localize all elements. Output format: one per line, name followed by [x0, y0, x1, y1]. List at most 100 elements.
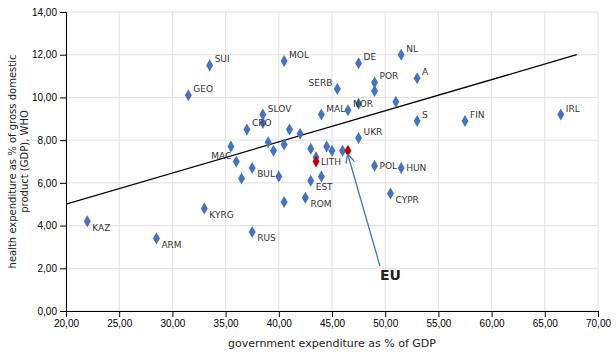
point-label: NL: [406, 44, 418, 54]
tick-label: 55,00: [426, 318, 451, 329]
point: [265, 136, 272, 148]
tick-label: 4,00: [38, 220, 58, 231]
tick: 2,00: [38, 263, 66, 274]
point: [302, 192, 309, 204]
tick: 50,00: [373, 311, 398, 329]
point: [153, 232, 160, 244]
chart: 20,00 25,00 30,00 35,00 40,00 45,00 50,00 55,00…: [0, 0, 616, 355]
point-label: SUI: [215, 54, 230, 64]
tick-mark: [226, 311, 227, 317]
tick: 0,00: [38, 306, 66, 317]
point: [392, 96, 399, 108]
point-label: KAZ: [92, 223, 110, 233]
tick: 35,00: [214, 311, 239, 329]
x-axis: 20,00 25,00 30,00 35,00 40,00 45,00 50,00 55,00…: [54, 311, 611, 329]
tick-label: 65,00: [533, 318, 558, 329]
point: [238, 173, 245, 185]
grid-line: [544, 12, 545, 311]
point-label: FIN: [470, 110, 485, 120]
tick-mark: [60, 226, 66, 227]
point: [344, 104, 351, 116]
point: [355, 57, 362, 69]
tick-mark: [60, 183, 66, 184]
tick-label: 6,00: [38, 178, 58, 189]
tick-mark: [60, 268, 66, 269]
tick: 8,00: [38, 135, 66, 146]
point: [387, 188, 394, 200]
tick-mark: [492, 311, 493, 317]
point-label: ARM: [161, 240, 181, 250]
point: [281, 55, 288, 67]
tick-label: 30,00: [160, 318, 185, 329]
tick: 6,00: [38, 178, 66, 189]
point: [307, 175, 314, 187]
point-label: MAC: [211, 151, 231, 161]
tick: 14,00: [32, 7, 66, 18]
y-axis-title-line: health expenditure as % of gross domesti…: [7, 55, 18, 269]
point: [355, 132, 362, 144]
grid-line: [66, 225, 598, 226]
point: [398, 49, 405, 61]
point-label: S: [422, 110, 428, 120]
tick: 60,00: [480, 311, 505, 329]
tick-label: 35,00: [214, 318, 239, 329]
tick-label: 0,00: [38, 306, 58, 317]
point: [414, 115, 421, 127]
point-label: SLOV: [268, 104, 292, 114]
y-axis-title: health expenditure as % of gross domesti…: [7, 55, 30, 269]
point: [557, 108, 564, 120]
annotations: EU: [348, 155, 401, 283]
point-label: A: [422, 67, 429, 77]
point-label: CRO: [252, 118, 272, 128]
point: [249, 162, 256, 174]
tick-label: 14,00: [32, 7, 57, 18]
point: [398, 162, 405, 174]
point-label: MOL: [289, 50, 309, 60]
tick-label: 20,00: [54, 318, 79, 329]
point-label: IRL: [566, 104, 580, 114]
axis-line: [67, 312, 599, 318]
tick-mark: [332, 311, 333, 317]
tick-label: 50,00: [373, 318, 398, 329]
tick-mark: [438, 311, 439, 317]
tick: 45,00: [320, 311, 345, 329]
tick-label: 2,00: [38, 263, 58, 274]
tick-label: 60,00: [480, 318, 505, 329]
point: [185, 89, 192, 101]
tick: 55,00: [426, 311, 451, 329]
point: [318, 170, 325, 182]
point: [313, 155, 320, 167]
grid-line: [119, 12, 120, 311]
tick-mark: [172, 311, 173, 317]
tick: 25,00: [107, 311, 132, 329]
point-label: MAL: [326, 104, 345, 114]
grid-line: [598, 12, 599, 311]
point: [233, 155, 240, 167]
annotation: EU: [380, 267, 401, 283]
point: [297, 128, 304, 140]
point-label: BUL: [257, 169, 275, 179]
point: [243, 123, 250, 135]
tick: 10,00: [32, 92, 66, 103]
point: [329, 145, 336, 157]
tick-label: 40,00: [267, 318, 292, 329]
point: [462, 115, 469, 127]
point-label: GEO: [193, 84, 213, 94]
plot: 20,00 25,00 30,00 35,00 40,00 45,00 50,00 55,00…: [32, 7, 611, 329]
tick-label: 25,00: [107, 318, 132, 329]
point-labels: KAZSUIGEOARMKYRGMACMOLRUSCROBULSLOVLITHE…: [92, 44, 579, 250]
point-label: POL: [380, 161, 398, 171]
point: [270, 145, 277, 157]
point: [84, 215, 91, 227]
tick-mark: [60, 140, 66, 141]
point-label: KYRG: [209, 210, 233, 220]
point-label: NOR: [353, 99, 373, 109]
point-label: CYPR: [396, 195, 419, 205]
grid-line: [491, 12, 492, 311]
tick: 12,00: [32, 49, 66, 60]
point: [249, 226, 256, 238]
point: [307, 143, 314, 155]
point-label: LITH: [321, 157, 341, 167]
tick: 20,00: [54, 311, 79, 329]
y-axis-title-line: product (GDP), WHO: [19, 110, 30, 213]
